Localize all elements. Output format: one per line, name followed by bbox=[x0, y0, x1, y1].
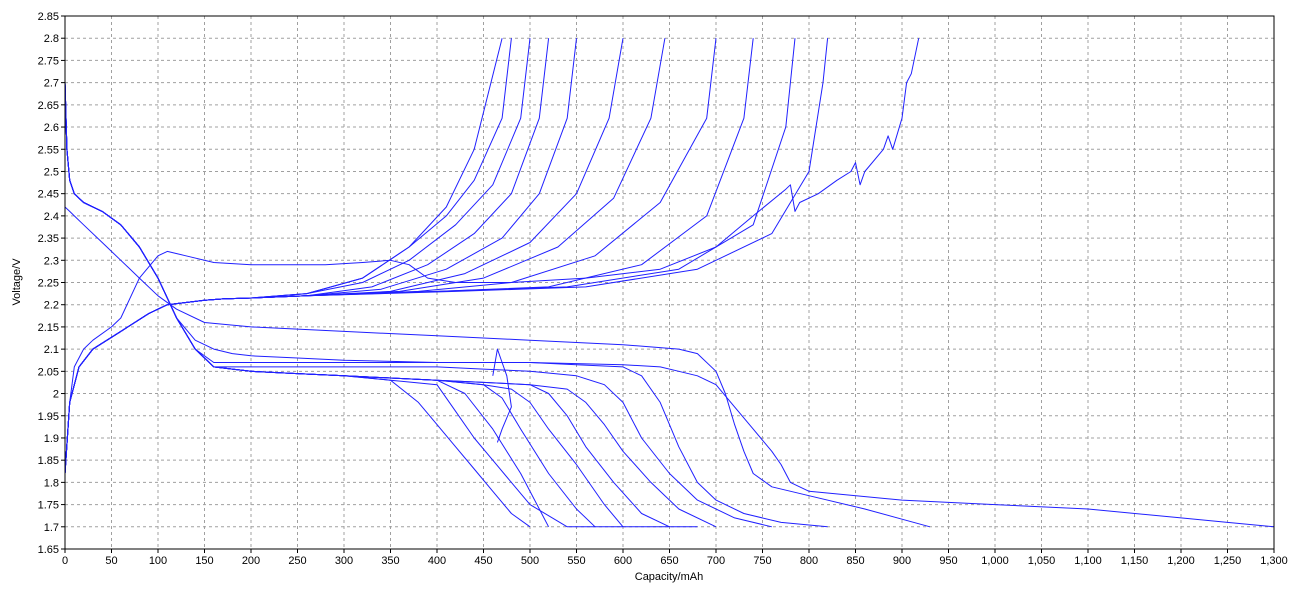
x-tick-label: 1,250 bbox=[1214, 555, 1242, 567]
x-tick-label: 250 bbox=[288, 555, 306, 567]
x-tick-label: 1,000 bbox=[981, 555, 1009, 567]
y-tick-label: 2.75 bbox=[38, 55, 59, 67]
y-axis-ticks: 1.65 1.7 1.75 1.8 1.85 1.9 1.95 2 2.05 2.1 2.15 2.2… bbox=[38, 11, 65, 556]
grid-lines bbox=[64, 15, 1275, 550]
y-tick-label: 2.85 bbox=[38, 11, 59, 23]
y-tick-label: 2.8 bbox=[44, 33, 59, 45]
x-tick-label: 1,050 bbox=[1028, 555, 1056, 567]
y-tick-label: 1.95 bbox=[38, 411, 59, 423]
y-tick-label: 2.7 bbox=[44, 78, 59, 90]
y-tick-label: 2.5 bbox=[44, 166, 59, 178]
y-tick-label: 1.65 bbox=[38, 544, 59, 556]
x-tick-label: 800 bbox=[800, 555, 818, 567]
y-axis-label: Voltage/V bbox=[11, 258, 23, 306]
y-tick-label: 1.8 bbox=[44, 477, 59, 489]
x-tick-label: 600 bbox=[614, 555, 632, 567]
x-tick-label: 700 bbox=[707, 555, 725, 567]
x-axis-label: Capacity/mAh bbox=[635, 571, 703, 583]
x-tick-label: 50 bbox=[105, 555, 117, 567]
y-tick-label: 2.6 bbox=[44, 122, 59, 134]
y-tick-label: 1.9 bbox=[44, 433, 59, 445]
series-line-11 bbox=[64, 38, 829, 474]
y-tick-label: 2.05 bbox=[38, 366, 59, 378]
x-tick-label: 500 bbox=[521, 555, 539, 567]
x-tick-label: 750 bbox=[753, 555, 771, 567]
x-tick-label: 900 bbox=[893, 555, 911, 567]
x-tick-label: 200 bbox=[242, 555, 260, 567]
series-line-12 bbox=[64, 38, 920, 474]
series-line-22 bbox=[64, 206, 931, 528]
y-tick-label: 1.75 bbox=[38, 500, 59, 512]
y-tick-label: 2.4 bbox=[44, 211, 59, 223]
x-tick-label: 1,100 bbox=[1074, 555, 1102, 567]
x-tick-label: 1,300 bbox=[1260, 555, 1288, 567]
x-tick-label: 650 bbox=[660, 555, 678, 567]
y-tick-label: 2.1 bbox=[44, 344, 59, 356]
y-tick-label: 2.55 bbox=[38, 144, 59, 156]
x-tick-label: 850 bbox=[846, 555, 864, 567]
x-tick-label: 0 bbox=[62, 555, 68, 567]
y-tick-label: 1.7 bbox=[44, 522, 59, 534]
x-tick-label: 950 bbox=[939, 555, 957, 567]
x-tick-label: 300 bbox=[335, 555, 353, 567]
y-tick-label: 2.45 bbox=[38, 189, 59, 201]
x-tick-label: 450 bbox=[474, 555, 492, 567]
x-tick-label: 1,200 bbox=[1167, 555, 1195, 567]
x-axis-ticks: 0 50 100 150 200 250 300 350 400 450 500 550 600 650 7… bbox=[62, 549, 1288, 567]
y-tick-label: 2.65 bbox=[38, 100, 59, 112]
y-tick-label: 2.3 bbox=[44, 255, 59, 267]
y-tick-label: 2.15 bbox=[38, 322, 59, 334]
x-tick-label: 1,150 bbox=[1121, 555, 1149, 567]
series-line-24 bbox=[492, 348, 512, 443]
x-tick-label: 150 bbox=[195, 555, 213, 567]
y-tick-label: 2 bbox=[53, 389, 59, 401]
y-tick-label: 2.2 bbox=[44, 300, 59, 312]
x-tick-label: 550 bbox=[567, 555, 585, 567]
x-tick-label: 100 bbox=[149, 555, 167, 567]
y-tick-label: 1.85 bbox=[38, 455, 59, 467]
x-tick-label: 400 bbox=[428, 555, 446, 567]
x-tick-label: 350 bbox=[381, 555, 399, 567]
y-tick-label: 2.35 bbox=[38, 233, 59, 245]
y-tick-label: 2.25 bbox=[38, 278, 59, 290]
series-line-23 bbox=[64, 82, 1275, 528]
series-layer bbox=[64, 38, 1275, 528]
